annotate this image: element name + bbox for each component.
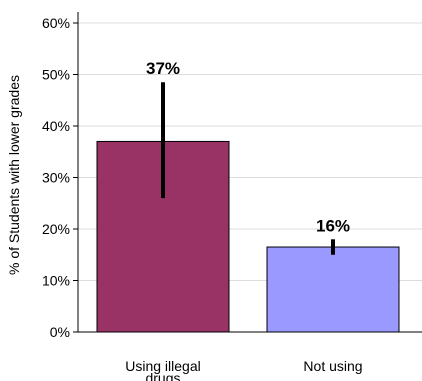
y-tick-label: 20% <box>42 221 70 237</box>
data-label: 37% <box>146 59 180 78</box>
y-tick-label: 10% <box>42 273 70 289</box>
y-tick-label: 30% <box>42 170 70 186</box>
error-bars <box>161 82 335 255</box>
category-label: drugs <box>145 370 180 381</box>
category-label: Not using <box>303 358 362 374</box>
y-tick-label: 50% <box>42 67 70 83</box>
y-tick-label: 60% <box>42 15 70 31</box>
category-label: Using illegal <box>125 358 200 374</box>
y-tick-label: 0% <box>50 324 70 340</box>
y-tick-labels: 0% 10% 20% 30% 40% 50% 60% <box>42 15 70 340</box>
data-label: 16% <box>316 216 350 235</box>
y-tick-label: 40% <box>42 118 70 134</box>
bars <box>96 140 400 333</box>
y-axis-label: % of Students with lower grades <box>6 75 22 275</box>
bar <box>266 246 400 333</box>
axes <box>73 12 422 333</box>
data-labels: 37% 16% <box>146 59 350 235</box>
